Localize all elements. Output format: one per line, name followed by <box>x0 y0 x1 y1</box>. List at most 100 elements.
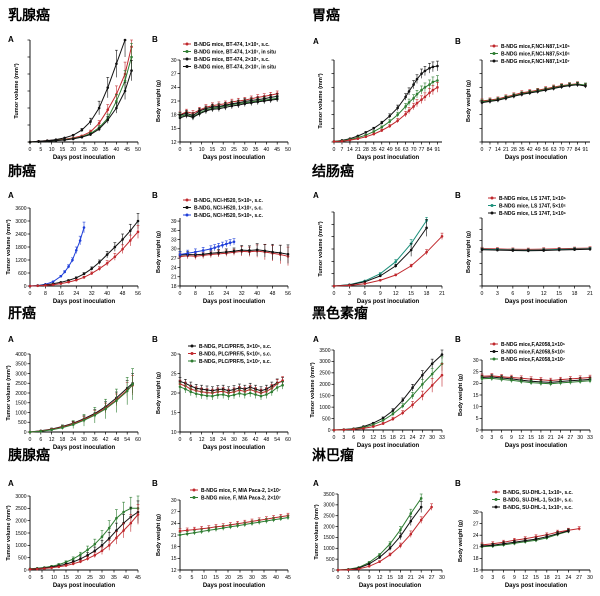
x-tick-label: 12 <box>49 437 55 443</box>
data-point <box>122 510 125 514</box>
x-tick-label: 10 <box>49 147 55 153</box>
data-point <box>394 273 398 277</box>
section-title-melanoma: 黑色素瘤 <box>312 305 368 321</box>
data-point <box>542 249 546 252</box>
x-axis-label: Days post inoculation <box>505 155 568 161</box>
data-point <box>388 542 392 546</box>
data-point <box>281 383 284 387</box>
data-point <box>71 137 75 141</box>
x-tick-label: 3 <box>347 575 350 581</box>
x-tick-label: 21 <box>503 147 509 153</box>
data-point <box>106 118 110 122</box>
data-point <box>37 140 40 143</box>
y-tick-label: 18 <box>171 544 177 550</box>
data-point <box>185 529 189 532</box>
data-point <box>243 102 247 106</box>
data-point <box>79 553 82 557</box>
x-tick-label: 48 <box>114 437 120 443</box>
data-point <box>186 251 190 255</box>
data-point <box>100 535 104 538</box>
x-tick-label: 30 <box>242 147 248 153</box>
data-point <box>198 112 201 116</box>
data-point <box>128 229 132 233</box>
x-tick-label: 33 <box>439 435 445 441</box>
data-point <box>263 249 267 253</box>
x-tick-label: 18 <box>572 291 578 297</box>
data-point <box>67 265 70 268</box>
data-point <box>388 114 392 118</box>
data-point <box>59 274 63 278</box>
data-point <box>71 557 75 561</box>
data-point <box>372 130 376 133</box>
data-point <box>232 249 236 253</box>
x-tick-label: 24 <box>70 437 76 443</box>
data-point <box>63 270 67 274</box>
data-point <box>80 128 84 132</box>
data-point <box>380 125 384 129</box>
legend-label: B-NDG mice, LS 174T, 1×10⁶ <box>499 211 566 217</box>
x-tick-label: 21 <box>548 435 554 441</box>
data-point <box>71 423 75 426</box>
data-point <box>51 280 55 283</box>
series-line <box>481 84 586 104</box>
data-point <box>125 389 129 393</box>
chart-liver-a: A 0 6 12 18 24 30 36 42 48 54 60 0 500 1000 1500 2000 250… <box>5 335 141 451</box>
data-point <box>430 384 434 387</box>
data-point <box>115 516 118 520</box>
x-axis-label: Days post inoculation <box>357 299 420 305</box>
data-point <box>399 544 402 547</box>
data-point <box>421 373 424 377</box>
data-point <box>115 529 118 532</box>
data-point <box>61 426 64 430</box>
x-tick-label: 49 <box>535 147 541 153</box>
data-point <box>396 106 399 110</box>
data-point <box>71 562 75 566</box>
series-line <box>333 363 443 431</box>
x-tick-label: 9 <box>527 291 530 297</box>
series-line <box>179 517 289 536</box>
panel-letter: A <box>313 37 319 46</box>
x-tick-label: 0 <box>29 575 32 581</box>
x-tick-label: 91 <box>583 147 589 153</box>
y-axis-label: Tumor volume (mm³) <box>5 505 12 560</box>
data-point <box>520 93 524 96</box>
legend-label: B-NDG, PLC/PRF/5, 5×10⁶, s.c. <box>199 351 272 357</box>
data-point <box>71 258 74 262</box>
x-tick-label: 20 <box>220 147 226 153</box>
data-point <box>272 518 275 522</box>
data-point <box>352 428 355 431</box>
data-point <box>98 267 101 270</box>
data-point <box>100 544 104 547</box>
data-point <box>436 86 439 89</box>
chart-lymphoma-a: A 0 3 6 9 12 15 18 21 24 27 30 0 500 1000 1500 2000 2500 3… <box>313 479 445 589</box>
chart-colon-b: B 0 3 6 9 12 15 18 21 Days post inoculation Body w… <box>455 191 593 305</box>
data-point <box>423 69 427 73</box>
data-point <box>224 242 228 246</box>
data-point <box>193 531 196 534</box>
data-point <box>90 272 94 275</box>
x-tick-label: 0 <box>179 575 182 581</box>
data-point <box>100 549 104 553</box>
x-tick-label: 49 <box>387 147 393 153</box>
data-point <box>107 537 111 540</box>
x-tick-label: 9 <box>513 575 516 581</box>
data-point <box>36 284 40 288</box>
data-point <box>363 280 367 284</box>
y-tick-label: 15 <box>171 410 177 416</box>
x-tick-label: 0 <box>481 147 484 153</box>
legend-swatch-marker <box>492 350 496 353</box>
data-point <box>211 107 214 111</box>
section-title-lung: 肺癌 <box>8 163 36 179</box>
data-point <box>381 422 385 425</box>
y-axis-label: Tumor volume (mm³) <box>13 63 20 118</box>
data-point <box>209 251 213 255</box>
legend-swatch-marker <box>494 498 498 501</box>
data-point <box>428 91 431 95</box>
data-point <box>420 88 423 92</box>
data-point <box>228 241 232 245</box>
y-tick-label: 27 <box>473 521 479 527</box>
series-line <box>179 515 289 532</box>
series-line <box>333 86 438 142</box>
x-tick-label: 54 <box>124 437 130 443</box>
y-tick-label: 21 <box>171 275 177 281</box>
